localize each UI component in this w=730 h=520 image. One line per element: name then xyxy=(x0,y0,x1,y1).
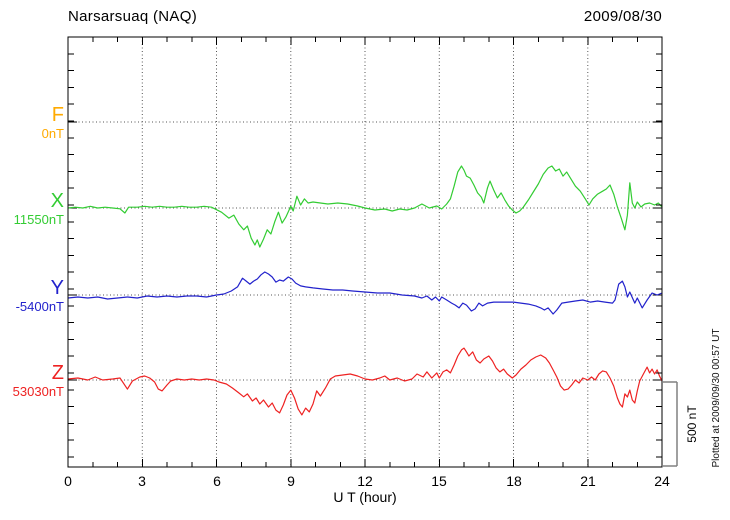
hour-tick-label-15: 15 xyxy=(431,473,447,489)
component-label-x: X 11550nT xyxy=(0,191,64,226)
component-letter-f: F xyxy=(51,104,64,126)
page-title: Narsarsuaq (NAQ) xyxy=(68,8,197,25)
hour-tick-label-6: 6 xyxy=(213,473,221,489)
component-baseline-x: 11550nT xyxy=(13,212,64,227)
plotted-at-note: Plotted at 2009/09/30 00:57 UT xyxy=(711,328,722,468)
x-axis-title: U T (hour) xyxy=(333,489,397,505)
component-letter-z: Z xyxy=(51,362,64,384)
component-label-y: Y -5400nT xyxy=(0,278,64,313)
component-label-f: F 0nT xyxy=(0,105,64,140)
component-baseline-z: 53030nT xyxy=(12,384,64,399)
hour-tick-label-12: 12 xyxy=(357,473,373,489)
trace-Y xyxy=(67,271,663,315)
trace-X xyxy=(67,165,663,248)
component-baseline-y: -5400nT xyxy=(15,299,64,314)
component-letter-x: X xyxy=(50,190,64,212)
plot-frame xyxy=(67,36,663,468)
scale-bar-label: 500 nT xyxy=(685,405,699,443)
date-label: 2009/08/30 xyxy=(583,8,662,25)
component-baseline-f: 0nT xyxy=(41,126,64,141)
hour-tick-label-0: 0 xyxy=(64,473,72,489)
hour-tick-label-18: 18 xyxy=(506,473,522,489)
hour-tick-label-9: 9 xyxy=(287,473,295,489)
hour-tick-label-24: 24 xyxy=(654,473,670,489)
hour-tick-label-3: 3 xyxy=(138,473,146,489)
component-label-z: Z 53030nT xyxy=(0,363,64,398)
trace-Z xyxy=(67,347,663,416)
component-letter-y: Y xyxy=(50,277,64,299)
hour-tick-label-21: 21 xyxy=(580,473,596,489)
